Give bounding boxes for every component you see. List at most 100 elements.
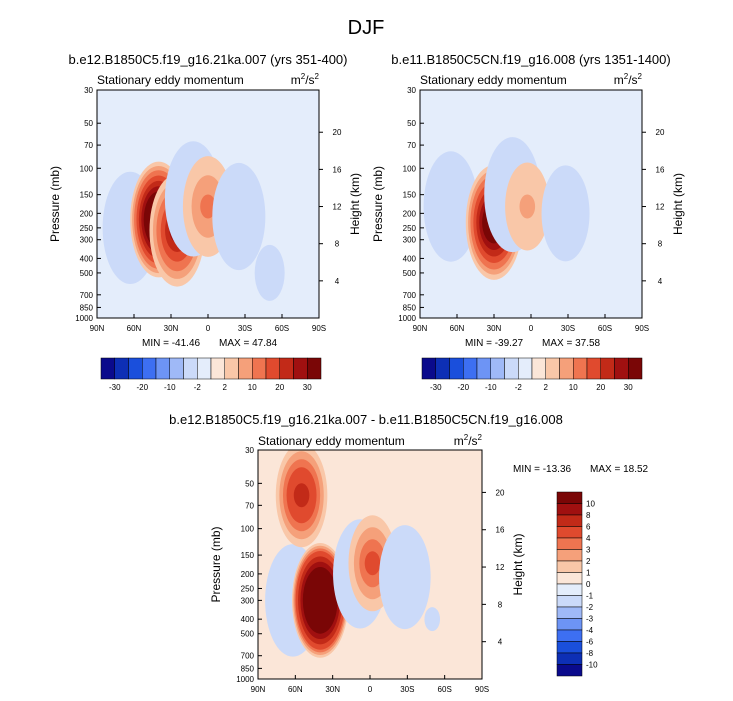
colorbar-swatch — [556, 514, 583, 527]
y-tick-label: 30 — [245, 446, 254, 455]
y-tick-label: 50 — [407, 119, 416, 128]
colorbar-label: 30 — [624, 383, 633, 392]
colorbar-swatch — [573, 357, 588, 380]
panel-title: b.e12.B1850C5.f19_g16.21ka.007 - b.e11.B… — [169, 412, 563, 427]
y-tick-label: 250 — [403, 224, 417, 233]
x-tick-label: 30N — [164, 324, 179, 333]
colorbar-swatch — [614, 357, 629, 380]
panel-bottom: b.e12.B1850C5.f19_g16.21ka.007 - b.e11.B… — [169, 412, 648, 694]
y-axis-title: Pressure (mb) — [371, 166, 385, 242]
contour-band — [423, 151, 479, 262]
figure-title: DJF — [348, 17, 385, 39]
y-tick-label: 200 — [80, 209, 94, 218]
x-tick-label: 30S — [561, 324, 575, 333]
colorbar-label: -2 — [194, 383, 202, 392]
colorbar-swatch — [421, 357, 436, 380]
colorbar-label: 10 — [586, 500, 595, 509]
y-right-tick-label: 8 — [658, 240, 663, 249]
y-tick-label: 1000 — [75, 314, 93, 323]
colorbar-swatch — [531, 357, 546, 380]
colorbar-swatch — [628, 357, 643, 380]
colorbar-swatch — [449, 357, 464, 380]
y-tick-label: 700 — [241, 652, 255, 661]
colorbar-swatch — [586, 357, 601, 380]
y-right-tick-label: 8 — [335, 240, 340, 249]
colorbar-label: 6 — [586, 523, 591, 532]
colorbar-swatch — [556, 491, 583, 504]
y-axis-title: Pressure (mb) — [48, 166, 62, 242]
colorbar-label: -6 — [586, 638, 594, 647]
colorbar-swatch — [600, 357, 615, 380]
y-tick-label: 150 — [80, 191, 94, 200]
colorbar-label: -8 — [586, 649, 594, 658]
colorbar-label: -1 — [586, 592, 594, 601]
y-tick-label: 500 — [403, 269, 417, 278]
min-label: MIN = -41.46 — [142, 338, 201, 349]
contour-field — [97, 90, 319, 318]
colorbar-label: 20 — [596, 383, 605, 392]
colorbar-label: 2 — [544, 383, 549, 392]
colorbar-swatch — [155, 357, 170, 380]
y-right-tick-label: 4 — [498, 638, 503, 647]
contour-band — [424, 607, 441, 632]
y-tick-label: 850 — [403, 303, 417, 312]
y-right-axis-title: Height (km) — [348, 173, 362, 235]
y-right-tick-label: 20 — [333, 128, 342, 137]
colorbar-label: 30 — [303, 383, 312, 392]
colorbar-swatch — [238, 357, 253, 380]
colorbar-swatch — [556, 560, 583, 573]
panel-title: b.e11.B1850C5CN.f19_g16.008 (yrs 1351-14… — [391, 52, 670, 67]
left-title: Stationary eddy momentum — [420, 73, 567, 87]
units-label: m2/s2 — [291, 72, 320, 87]
min-label: MIN = -39.27 — [465, 338, 524, 349]
y-right-tick-label: 12 — [496, 563, 505, 572]
colorbar-swatch — [556, 503, 583, 516]
y-tick-label: 500 — [80, 269, 94, 278]
panel-title: b.e12.B1850C5.f19_g16.21ka.007 (yrs 351-… — [69, 52, 348, 67]
colorbar-label: -10 — [586, 661, 598, 670]
colorbar-label: -30 — [109, 383, 121, 392]
y-tick-label: 1000 — [398, 314, 416, 323]
y-tick-label: 30 — [84, 86, 93, 95]
colorbar-swatch — [183, 357, 198, 380]
colorbar-label: 20 — [275, 383, 284, 392]
y-tick-label: 400 — [403, 254, 417, 263]
contour-band — [293, 483, 310, 508]
colorbar-swatch — [556, 664, 583, 677]
colorbar-swatch — [556, 641, 583, 654]
y-right-tick-label: 12 — [656, 203, 665, 212]
max-label: MAX = 47.84 — [219, 338, 278, 349]
y-axis-title: Pressure (mb) — [209, 526, 223, 602]
y-tick-label: 50 — [245, 479, 254, 488]
colorbar-swatch — [463, 357, 478, 380]
max-label: MAX = 37.58 — [542, 338, 601, 349]
contour-band — [379, 525, 431, 630]
colorbar-swatch — [504, 357, 519, 380]
contour-band — [200, 194, 216, 219]
y-tick-label: 70 — [245, 501, 254, 510]
x-tick-label: 60S — [438, 685, 452, 694]
contour-band — [541, 165, 590, 262]
x-tick-label: 60N — [127, 324, 142, 333]
colorbar-label: -20 — [136, 383, 148, 392]
units-label: m2/s2 — [454, 433, 483, 448]
colorbar-label: 10 — [248, 383, 257, 392]
panel-top-right: b.e11.B1850C5CN.f19_g16.008 (yrs 1351-14… — [371, 52, 685, 349]
colorbar-label: 0 — [586, 580, 591, 589]
x-tick-label: 90S — [635, 324, 649, 333]
y-right-axis-title: Height (km) — [671, 173, 685, 235]
y-right-tick-label: 16 — [496, 526, 505, 535]
y-right-tick-label: 8 — [498, 600, 503, 609]
colorbar-label: -10 — [164, 383, 176, 392]
y-tick-label: 250 — [80, 224, 94, 233]
colorbar-label: -30 — [430, 383, 442, 392]
colorbar-label: -3 — [586, 615, 594, 624]
colorbar-swatch — [556, 549, 583, 562]
y-tick-label: 150 — [241, 551, 255, 560]
contour-band — [364, 551, 381, 576]
colorbar-swatch — [476, 357, 491, 380]
y-tick-label: 30 — [407, 86, 416, 95]
colorbar-swatch — [556, 652, 583, 665]
contour-band — [519, 194, 536, 219]
contour-band — [212, 162, 266, 271]
